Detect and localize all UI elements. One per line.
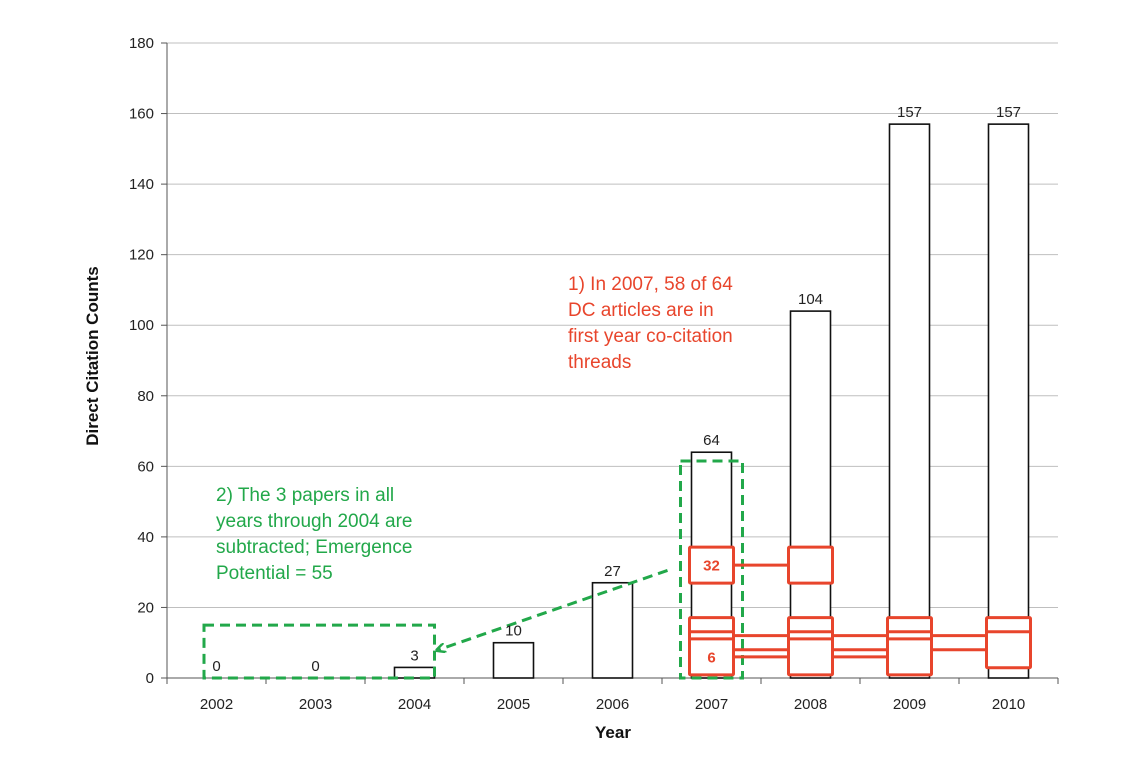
thread-box-6-2009 [886,637,933,677]
label-layer: 0 0 3 10 27 64 104 157 157 [212,104,1021,675]
bar-2009 [888,123,931,679]
note-2007-line-2: DC articles are in [568,300,714,321]
x-tick-label-2005: 2005 [497,696,530,713]
y-tick-label-0: 0 [146,670,154,687]
data-label-2008: 104 [798,291,823,308]
note-2007-line-1: 1) In 2007, 58 of 64 [568,274,733,295]
bar-layer [393,123,1030,679]
x-tick-label-2004: 2004 [398,696,431,713]
thread-label-6: 6 [707,649,715,666]
thread-box-32-2008 [787,545,834,585]
data-label-2009: 157 [897,104,922,121]
annotation-emergence-potential: 2) The 3 papers in all years through 2004… [216,485,412,584]
y-axis-title: Direct Citation Counts [83,266,102,445]
data-label-2002: 0 [212,658,220,675]
y-tick-label-20: 20 [137,599,154,616]
thread-box-6-2007 [688,637,735,677]
x-tick-label-2008: 2008 [794,696,827,713]
note-2007-line-4: threads [568,352,631,373]
thread-box-32-2007 [688,545,735,585]
bar-2006 [591,581,634,679]
y-tick-label-140: 140 [129,176,154,193]
data-label-2005: 10 [505,623,522,640]
emergence-layer [202,459,744,680]
data-label-2003: 0 [311,658,319,675]
y-tick-label-40: 40 [137,529,154,546]
data-label-2004: 3 [410,647,418,664]
x-tick-label-2006: 2006 [596,696,629,713]
data-label-2006: 27 [604,563,621,580]
x-tick-label-2009: 2009 [893,696,926,713]
note-emergence-line-1: 2) The 3 papers in all [216,485,394,506]
x-tick-label-2007: 2007 [695,696,728,713]
y-tick-label-60: 60 [137,458,154,475]
annotation-2007-threads: 1) In 2007, 58 of 64 DC articles are in fi… [568,274,733,373]
x-axis-title: Year [595,723,631,742]
thread-layer: 321286 [688,545,1032,677]
x-tick-label-2003: 2003 [299,696,332,713]
emergence-arrow [439,568,668,649]
data-label-2010: 157 [996,104,1021,121]
note-emergence-line-4: Potential = 55 [216,563,333,584]
bar-2005 [492,641,535,679]
data-label-2007: 64 [703,432,720,449]
thread-box-8-2010 [985,630,1032,670]
bar-2004 [393,666,436,679]
y-tick-label-120: 120 [129,247,154,264]
y-tick-label-180: 180 [129,35,154,52]
bar-2010 [987,123,1030,679]
thread-label-32: 32 [703,558,720,575]
grid-layer [167,42,1058,608]
thread-box-6-2008 [787,637,834,677]
note-emergence-line-3: subtracted; Emergence [216,537,412,558]
x-tick-label-2010: 2010 [992,696,1025,713]
note-2007-line-3: first year co-citation [568,326,733,347]
note-emergence-line-2: years through 2004 are [216,511,412,532]
y-tick-label-160: 160 [129,106,154,123]
x-tick-label-2002: 2002 [200,696,233,713]
y-tick-label-80: 80 [137,388,154,405]
emergence-2007-box [679,459,744,680]
y-tick-label-100: 100 [129,317,154,334]
